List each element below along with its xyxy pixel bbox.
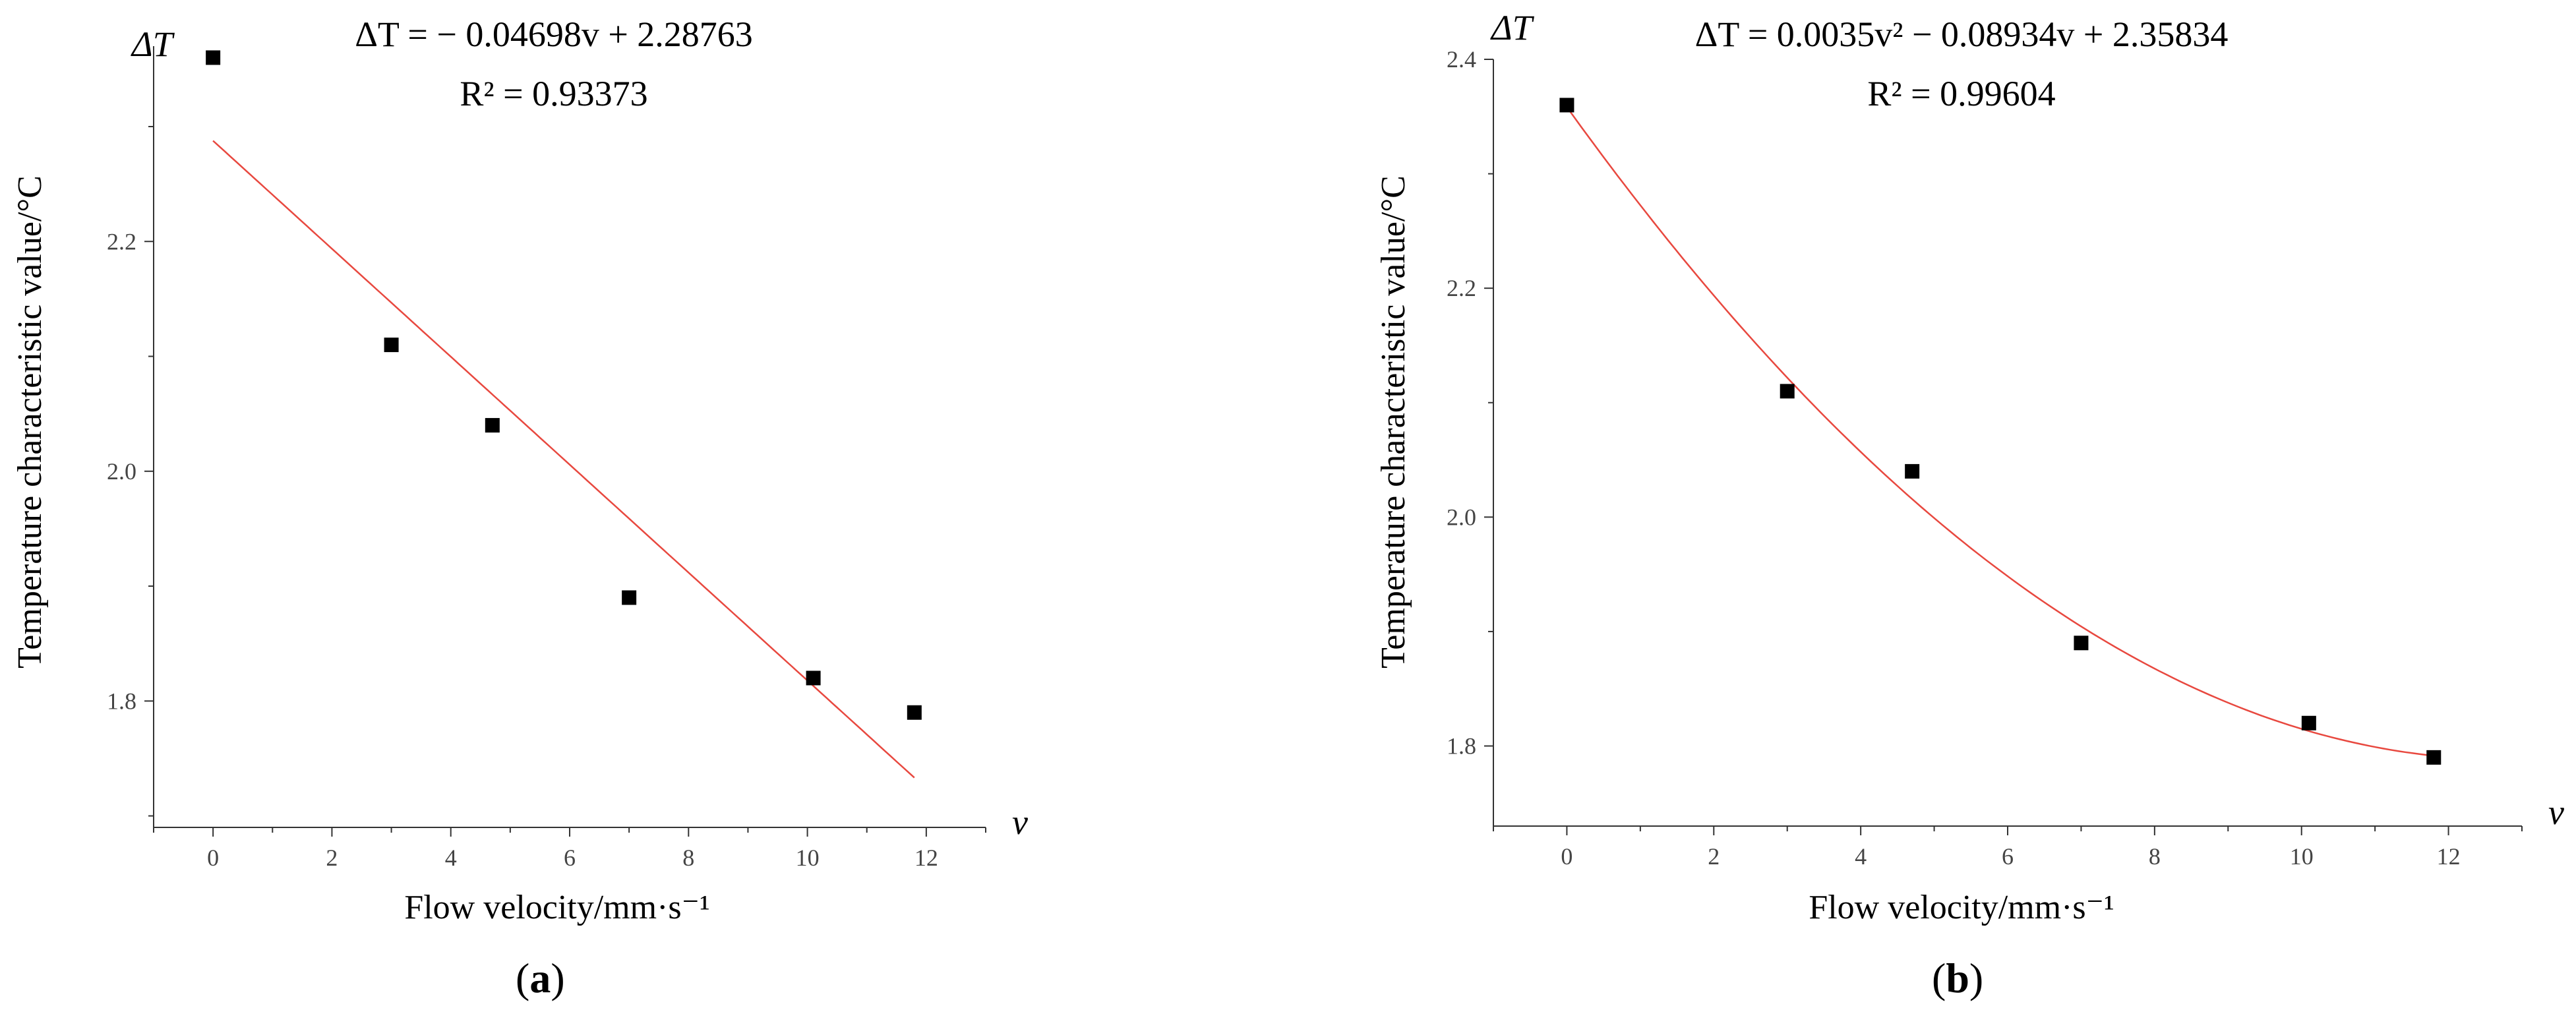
- x-tick-label: 6: [2002, 843, 2014, 870]
- x-tick-label: 12: [914, 845, 938, 871]
- fit-equation: ΔT = − 0.04698v + 2.28763: [355, 15, 753, 54]
- data-point: [1905, 463, 1920, 479]
- data-point: [2426, 750, 2441, 765]
- panel-letter: b: [1946, 955, 1969, 1001]
- x-symbol: v: [2548, 792, 2564, 832]
- y-axis-label: Temperature characteristic value/°C: [11, 175, 49, 669]
- y-tick-label: 1.8: [1447, 732, 1476, 759]
- x-tick-label: 10: [2290, 843, 2314, 870]
- fit-line: [212, 140, 915, 779]
- panel-letter: a: [529, 955, 551, 1001]
- y-symbol: ΔT: [131, 24, 175, 64]
- plot-area: 0 2 4 6 8 10 12 1.8 2.0 2.2 2.4: [1447, 46, 2523, 870]
- x-tick-label: 2: [326, 845, 338, 871]
- y-axis-label: Temperature characteristic value/°C: [1375, 175, 1412, 669]
- y-tick-label: 2.0: [107, 458, 136, 485]
- y-tick-label: 2.2: [107, 228, 136, 254]
- y-tick-label: 1.8: [107, 688, 136, 714]
- r-squared: R² = 0.99604: [1867, 74, 2055, 113]
- x-tick-label: 0: [207, 845, 219, 871]
- panel-label: (b): [1932, 955, 1983, 1001]
- fit-equation: ΔT = 0.0035v² − 0.08934v + 2.35834: [1695, 15, 2229, 54]
- x-axis-label: Flow velocity/mm·s⁻¹: [1809, 889, 2114, 926]
- x-tick-label: 6: [564, 845, 576, 871]
- data-point: [622, 590, 637, 605]
- y-tick-label: 2.4: [1447, 46, 1476, 73]
- x-tick-label: 12: [2437, 843, 2461, 870]
- plot-area: 0 2 4 6 8 10 12 1.8 2.0 2.2: [107, 46, 986, 871]
- data-point: [1559, 98, 1574, 113]
- panel-a: ΔT ΔT = − 0.04698v + 2.28763 R² = 0.9337…: [11, 15, 1028, 1001]
- data-point: [806, 670, 821, 686]
- x-tick-label: 0: [1561, 843, 1573, 870]
- x-tick-label: 4: [445, 845, 457, 871]
- x-axis-label: Flow velocity/mm·s⁻¹: [404, 889, 709, 926]
- y-tick-label: 2.0: [1447, 504, 1476, 530]
- fit-line: [1566, 106, 2434, 757]
- y-symbol: ΔT: [1490, 8, 1535, 47]
- x-tick-label: 8: [682, 845, 694, 871]
- data-point: [2074, 636, 2089, 651]
- x-tick-label: 2: [1708, 843, 1720, 870]
- data-point: [485, 418, 500, 433]
- data-point: [2301, 715, 2316, 730]
- data-point: [206, 50, 221, 65]
- x-tick-label: 8: [2149, 843, 2161, 870]
- panel-label: (a): [516, 955, 565, 1001]
- panel-b: ΔT ΔT = 0.0035v² − 0.08934v + 2.35834 R²…: [1375, 8, 2564, 1001]
- x-tick-label: 4: [1855, 843, 1867, 870]
- data-point: [384, 338, 399, 353]
- data-point: [1780, 384, 1795, 399]
- x-symbol: v: [1012, 802, 1028, 842]
- y-tick-label: 2.2: [1447, 275, 1476, 301]
- x-tick-label: 10: [796, 845, 820, 871]
- data-point: [907, 705, 922, 720]
- r-squared: R² = 0.93373: [460, 74, 647, 113]
